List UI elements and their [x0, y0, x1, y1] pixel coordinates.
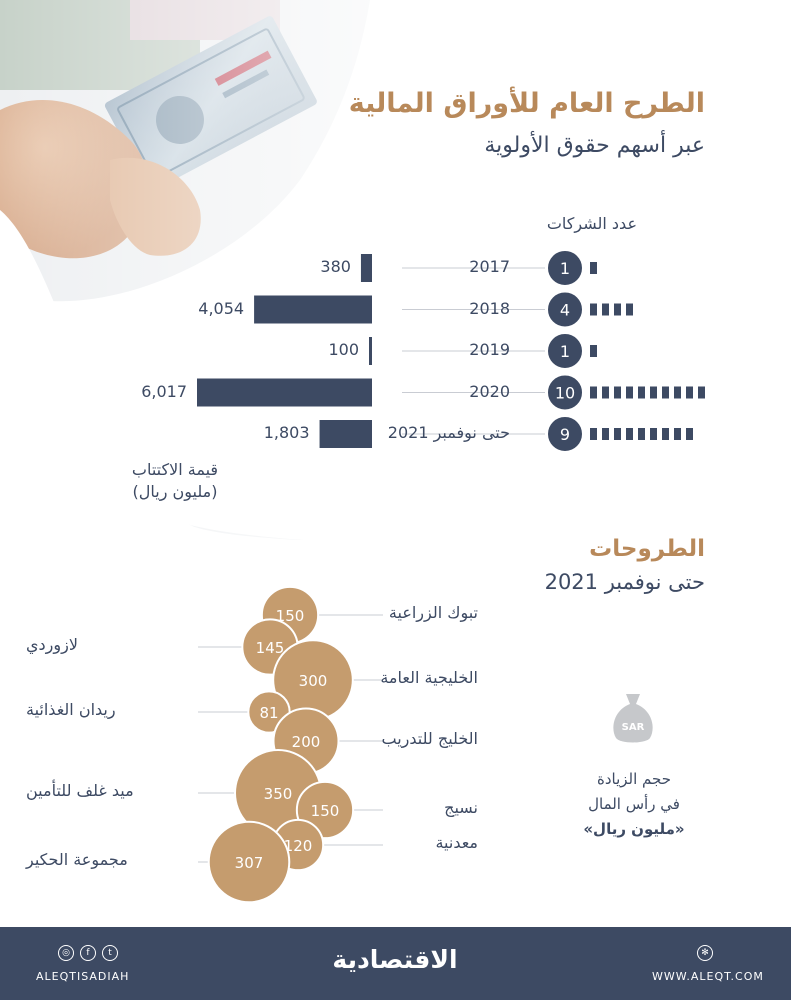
offering-bubble-value: 200: [292, 733, 321, 751]
background-swoosh: [0, 0, 791, 560]
facebook-icon[interactable]: f: [80, 945, 96, 961]
legend-line-1: حجم الزيادة: [596, 770, 671, 788]
money-bag-icon: SAR: [613, 694, 653, 743]
value-axis-label: قيمة الاكتتاب: [131, 460, 219, 479]
subscription-bar: [319, 420, 372, 448]
company-unit-mark: [590, 303, 597, 316]
website-icon: ✻: [697, 945, 713, 961]
company-count-value: 4: [560, 301, 570, 320]
company-unit-mark: [602, 428, 609, 440]
legend-line-3: «مليون ريال»: [583, 820, 685, 838]
footer-bar: [0, 927, 791, 1000]
company-unit-mark: [662, 386, 669, 399]
offering-bubble-value: 150: [276, 607, 305, 625]
chart-title: الطرح العام للأوراق المالية: [348, 88, 705, 119]
bar-value-label: 380: [320, 257, 351, 276]
legend-icon-text: SAR: [622, 722, 645, 733]
company-count-value: 10: [555, 384, 575, 403]
subscription-bar-chart: 1 4 1 10 9: [197, 249, 705, 453]
company-unit-mark: [638, 386, 645, 399]
company-label: مجموعة الحكير: [26, 850, 128, 869]
company-label: لازوردي: [26, 635, 78, 654]
company-unit-mark: [590, 428, 597, 440]
offering-bubble-value: 307: [235, 854, 264, 872]
offerings-title: الطروحات: [589, 536, 705, 562]
company-unit-mark: [626, 386, 633, 399]
company-label: ريدان الغذائية: [26, 700, 116, 719]
company-unit-mark: [626, 303, 633, 316]
company-unit-mark: [614, 428, 621, 440]
company-unit-mark: [614, 386, 621, 399]
company-count-value: 1: [560, 342, 570, 361]
offering-bubble-value: 300: [299, 672, 328, 690]
footer-website[interactable]: WWW.ALEQT.COM: [652, 970, 764, 983]
offerings-bubble-chart: 150 145 300 81 200 350 150 120 307: [198, 585, 383, 904]
company-label: الخليج للتدريب: [381, 729, 478, 748]
company-unit-mark: [698, 386, 705, 399]
company-label: ميد غلف للتأمين: [26, 781, 134, 800]
company-count-circle: [546, 332, 584, 370]
company-unit-mark: [590, 262, 597, 274]
company-unit-mark: [650, 386, 657, 399]
company-unit-mark: [626, 428, 633, 440]
company-count-circle: [546, 290, 584, 329]
company-count-value: 1: [560, 259, 570, 278]
value-axis-unit: (مليون ريال): [132, 482, 218, 501]
subscription-bar: [369, 337, 372, 365]
company-unit-mark: [650, 428, 657, 440]
company-unit-mark: [602, 386, 609, 399]
company-unit-mark: [686, 428, 693, 440]
chart-subtitle: عبر أسهم حقوق الأولوية: [484, 133, 705, 158]
subscription-bar: [197, 378, 372, 407]
company-unit-mark: [638, 428, 645, 440]
offering-bubble-value: 145: [256, 639, 285, 657]
company-label: الخليجية العامة: [380, 668, 478, 687]
year-label: 2018: [469, 298, 510, 318]
company-count-circle: [546, 249, 584, 287]
offering-bubble-value: 350: [264, 785, 293, 803]
twitter-icon[interactable]: t: [102, 945, 118, 961]
subscription-bar: [360, 254, 372, 282]
footer-handle[interactable]: ALEQTISADIAH: [36, 970, 130, 983]
company-unit-mark: [590, 386, 597, 399]
offerings-subtitle: حتى نوفمبر 2021: [544, 570, 705, 594]
company-count-value: 9: [560, 425, 570, 444]
year-label: 2017: [469, 257, 510, 276]
company-count-circle: [546, 373, 584, 412]
company-unit-mark: [674, 428, 681, 440]
company-count-circle: [546, 415, 584, 453]
offering-bubble-value: 120: [284, 837, 313, 855]
bar-value-label: 100: [328, 340, 359, 359]
company-unit-mark: [602, 303, 609, 316]
company-unit-mark: [614, 303, 621, 316]
year-label: حتى نوفمبر 2021: [387, 423, 510, 442]
company-count-header: عدد الشركات: [546, 214, 637, 233]
company-label: نسيج: [444, 798, 478, 817]
company-label: معدنية: [435, 833, 478, 852]
company-unit-mark: [686, 386, 693, 399]
offering-bubble-value: 81: [259, 704, 278, 722]
offering-bubble: [207, 820, 291, 904]
brand-logo: الاقتصادية: [332, 945, 458, 974]
company-label: تبوك الزراعية: [388, 603, 478, 622]
instagram-icon[interactable]: ◎: [58, 945, 74, 961]
year-label: 2020: [469, 381, 510, 401]
year-label: 2019: [469, 340, 510, 359]
legend-line-2: في رأس المال: [588, 795, 680, 813]
bar-value-label: 6,017: [141, 381, 187, 401]
bar-value-label: 1,803: [263, 423, 310, 442]
bar-value-label: 4,054: [198, 298, 245, 318]
offering-bubble-value: 150: [311, 802, 340, 820]
company-unit-mark: [662, 428, 669, 440]
company-unit-mark: [674, 386, 681, 399]
subscription-bar: [254, 295, 372, 324]
company-unit-mark: [590, 345, 597, 357]
